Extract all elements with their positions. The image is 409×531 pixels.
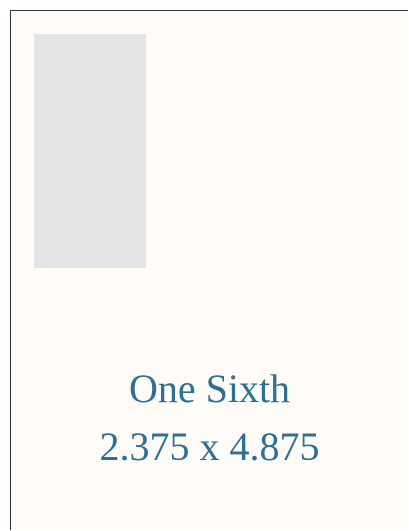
size-name: One Sixth [128, 366, 291, 411]
size-dimensions: 2.375 x 4.875 [99, 424, 320, 469]
ad-preview [34, 34, 146, 268]
ad-size-card[interactable]: One Sixth 2.375 x 4.875 [10, 10, 408, 530]
